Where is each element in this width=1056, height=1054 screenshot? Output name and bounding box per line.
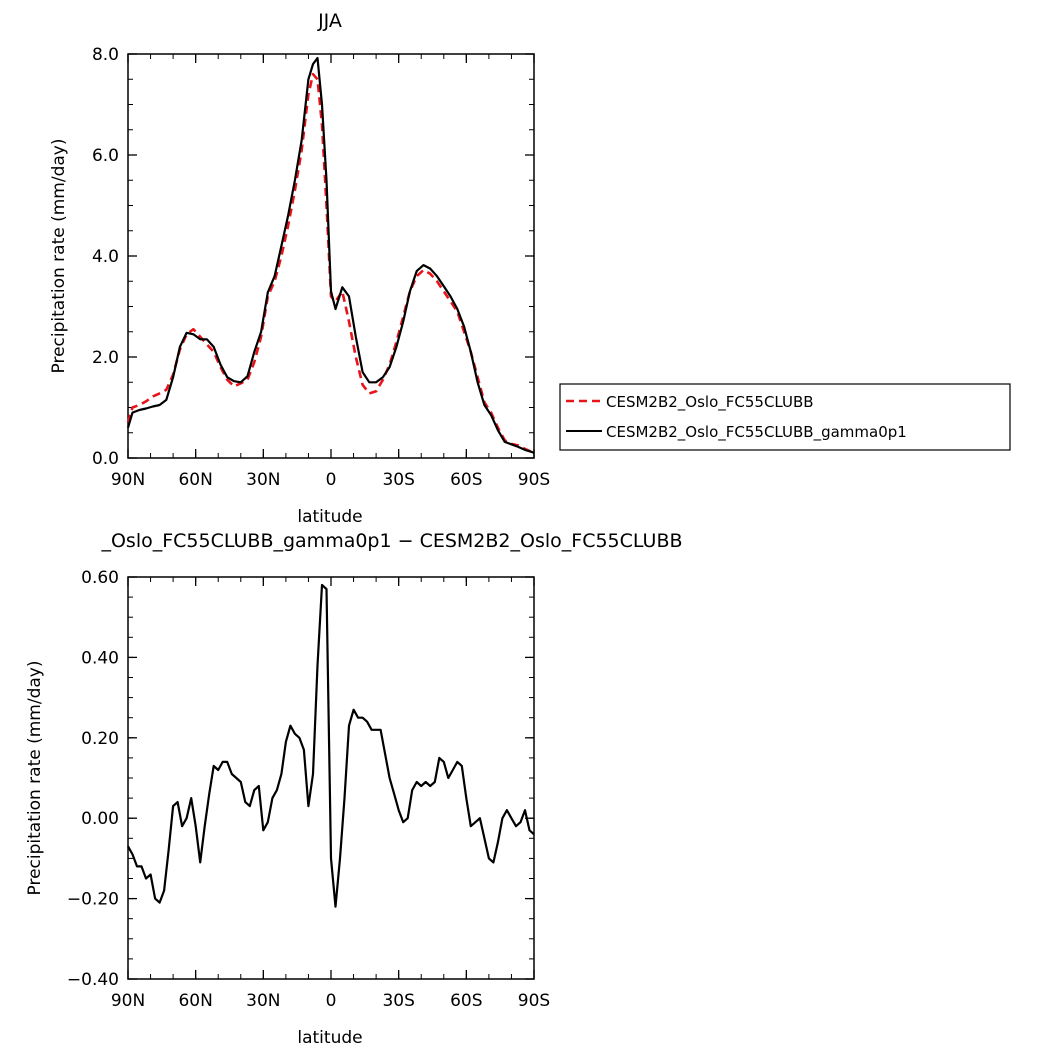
bottom-x-tick-label: 30N (246, 991, 280, 1011)
bottom-series-line-1 (127, 583, 535, 908)
top-y-tick-label: 8.0 (92, 45, 119, 65)
top-x-tick-label: 90N (111, 470, 145, 490)
bottom-y-axis-label: Precipitation rate (mm/day) (25, 661, 45, 896)
bottom-plot-area: 90N 60N 30N 0 30S 60S 90S −0.40 −0.20 0.00 0.20 0.4… (67, 568, 550, 1011)
top-x-tick-label: 30N (246, 470, 280, 490)
legend-label-1: CESM2B2_Oslo_FC55CLUBB (606, 393, 814, 412)
bottom-y-tick-label: 0.60 (81, 568, 119, 588)
top-y-tick-label: 2.0 (92, 348, 119, 368)
top-series-line-1 (126, 72, 535, 455)
bottom-x-tick-label: 60S (450, 991, 482, 1011)
top-plot-frame (127, 53, 535, 459)
bottom-panel: _Oslo_FC55CLUBB_gamma0p1 − CESM2B2_Oslo_… (25, 530, 683, 1048)
bottom-panel-title: _Oslo_FC55CLUBB_gamma0p1 − CESM2B2_Oslo_… (100, 530, 682, 552)
legend-label-2: CESM2B2_Oslo_FC55CLUBB_gamma0p1 (606, 423, 907, 442)
bottom-y-tick-label: 0.20 (81, 729, 119, 749)
bottom-y-tick-label: −0.20 (67, 890, 119, 910)
top-x-tick-label: 60N (178, 470, 212, 490)
top-plot-area: 90N 60N 30N 0 30S 60S 90S 0.0 2.0 4.0 6.0 8.0 (92, 45, 550, 490)
legend: CESM2B2_Oslo_FC55CLUBB CESM2B2_Oslo_FC55… (559, 383, 1011, 451)
top-x-axis-label: latitude (297, 507, 362, 527)
legend-box (559, 383, 1011, 451)
bottom-plot-frame (127, 576, 535, 980)
top-x-tick-label: 30S (382, 470, 414, 490)
bottom-x-tick-label: 30S (382, 991, 414, 1011)
top-x-tick-label: 60S (450, 470, 482, 490)
top-x-tick-label: 0 (326, 470, 337, 490)
top-panel-title: JJA (317, 10, 342, 32)
top-series-line-2 (126, 56, 535, 454)
top-y-tick-label: 0.0 (92, 449, 119, 469)
top-y-axis-label: Precipitation rate (mm/day) (49, 139, 69, 374)
bottom-y-tick-label: 0.40 (81, 648, 119, 668)
bottom-x-axis-label: latitude (297, 1028, 362, 1048)
top-panel: JJA 90N 60N 30N 0 30S 60S 90S 0.0 2.0 4.0 6.0 8.0 l… (49, 10, 1011, 527)
top-y-tick-label: 4.0 (92, 247, 119, 267)
bottom-x-tick-label: 0 (326, 991, 337, 1011)
bottom-y-tick-label: −0.40 (67, 970, 119, 990)
top-x-tick-label: 90S (518, 470, 550, 490)
bottom-x-tick-label: 90S (518, 991, 550, 1011)
bottom-x-tick-label: 60N (178, 991, 212, 1011)
bottom-y-tick-label: 0.00 (81, 809, 119, 829)
top-y-tick-label: 6.0 (92, 146, 119, 166)
bottom-x-tick-label: 90N (111, 991, 145, 1011)
